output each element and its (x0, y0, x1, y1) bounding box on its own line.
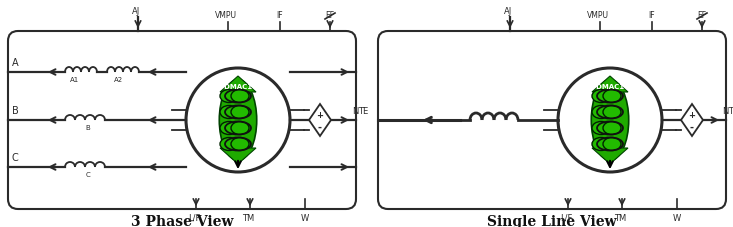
Ellipse shape (592, 106, 610, 119)
Text: W: W (673, 213, 681, 222)
Text: AJ: AJ (504, 7, 512, 16)
Text: PDMAC1: PDMAC1 (592, 84, 625, 90)
Text: B: B (12, 106, 19, 116)
Text: TE: TE (358, 106, 368, 116)
Ellipse shape (220, 90, 238, 103)
Ellipse shape (231, 90, 249, 103)
Ellipse shape (603, 138, 621, 151)
Text: W: W (301, 213, 309, 222)
Text: PDMAC1: PDMAC1 (219, 84, 253, 90)
Polygon shape (681, 105, 703, 136)
Text: N: N (352, 106, 358, 116)
Ellipse shape (219, 80, 257, 160)
Text: L/F: L/F (188, 213, 200, 222)
Polygon shape (592, 77, 628, 93)
Text: IF: IF (649, 11, 655, 20)
Text: B: B (86, 124, 90, 131)
Text: TM: TM (614, 213, 626, 222)
Text: +: + (317, 111, 323, 120)
Text: L/F: L/F (560, 213, 572, 222)
Ellipse shape (603, 122, 621, 135)
Text: IF: IF (276, 11, 284, 20)
Text: -: - (690, 122, 694, 132)
Ellipse shape (603, 90, 621, 103)
Text: -: - (318, 122, 322, 132)
Text: Single Line View: Single Line View (487, 214, 616, 227)
Ellipse shape (592, 138, 610, 151)
Polygon shape (309, 105, 331, 136)
Polygon shape (592, 148, 628, 164)
Text: A2: A2 (114, 77, 124, 83)
Ellipse shape (231, 106, 249, 119)
Text: +: + (688, 111, 696, 120)
Polygon shape (220, 77, 256, 93)
Text: AJ: AJ (132, 7, 140, 16)
Text: VMPU: VMPU (215, 11, 237, 20)
Ellipse shape (231, 122, 249, 135)
Text: N: N (722, 106, 729, 116)
Text: VMPU: VMPU (587, 11, 609, 20)
FancyBboxPatch shape (8, 32, 356, 209)
Text: TE: TE (728, 106, 733, 116)
Ellipse shape (231, 138, 249, 151)
FancyBboxPatch shape (378, 32, 726, 209)
Ellipse shape (592, 80, 629, 160)
Text: EF: EF (325, 11, 334, 20)
Ellipse shape (220, 138, 238, 151)
Text: C: C (12, 152, 19, 162)
Ellipse shape (220, 122, 238, 135)
Text: C: C (86, 171, 90, 177)
Text: A1: A1 (70, 77, 80, 83)
Text: 3 Phase View: 3 Phase View (130, 214, 233, 227)
Text: EF: EF (697, 11, 707, 20)
Text: TM: TM (242, 213, 254, 222)
Ellipse shape (603, 106, 621, 119)
Ellipse shape (220, 106, 238, 119)
Text: A: A (12, 58, 18, 68)
Ellipse shape (592, 90, 610, 103)
Polygon shape (220, 148, 256, 164)
Ellipse shape (592, 122, 610, 135)
